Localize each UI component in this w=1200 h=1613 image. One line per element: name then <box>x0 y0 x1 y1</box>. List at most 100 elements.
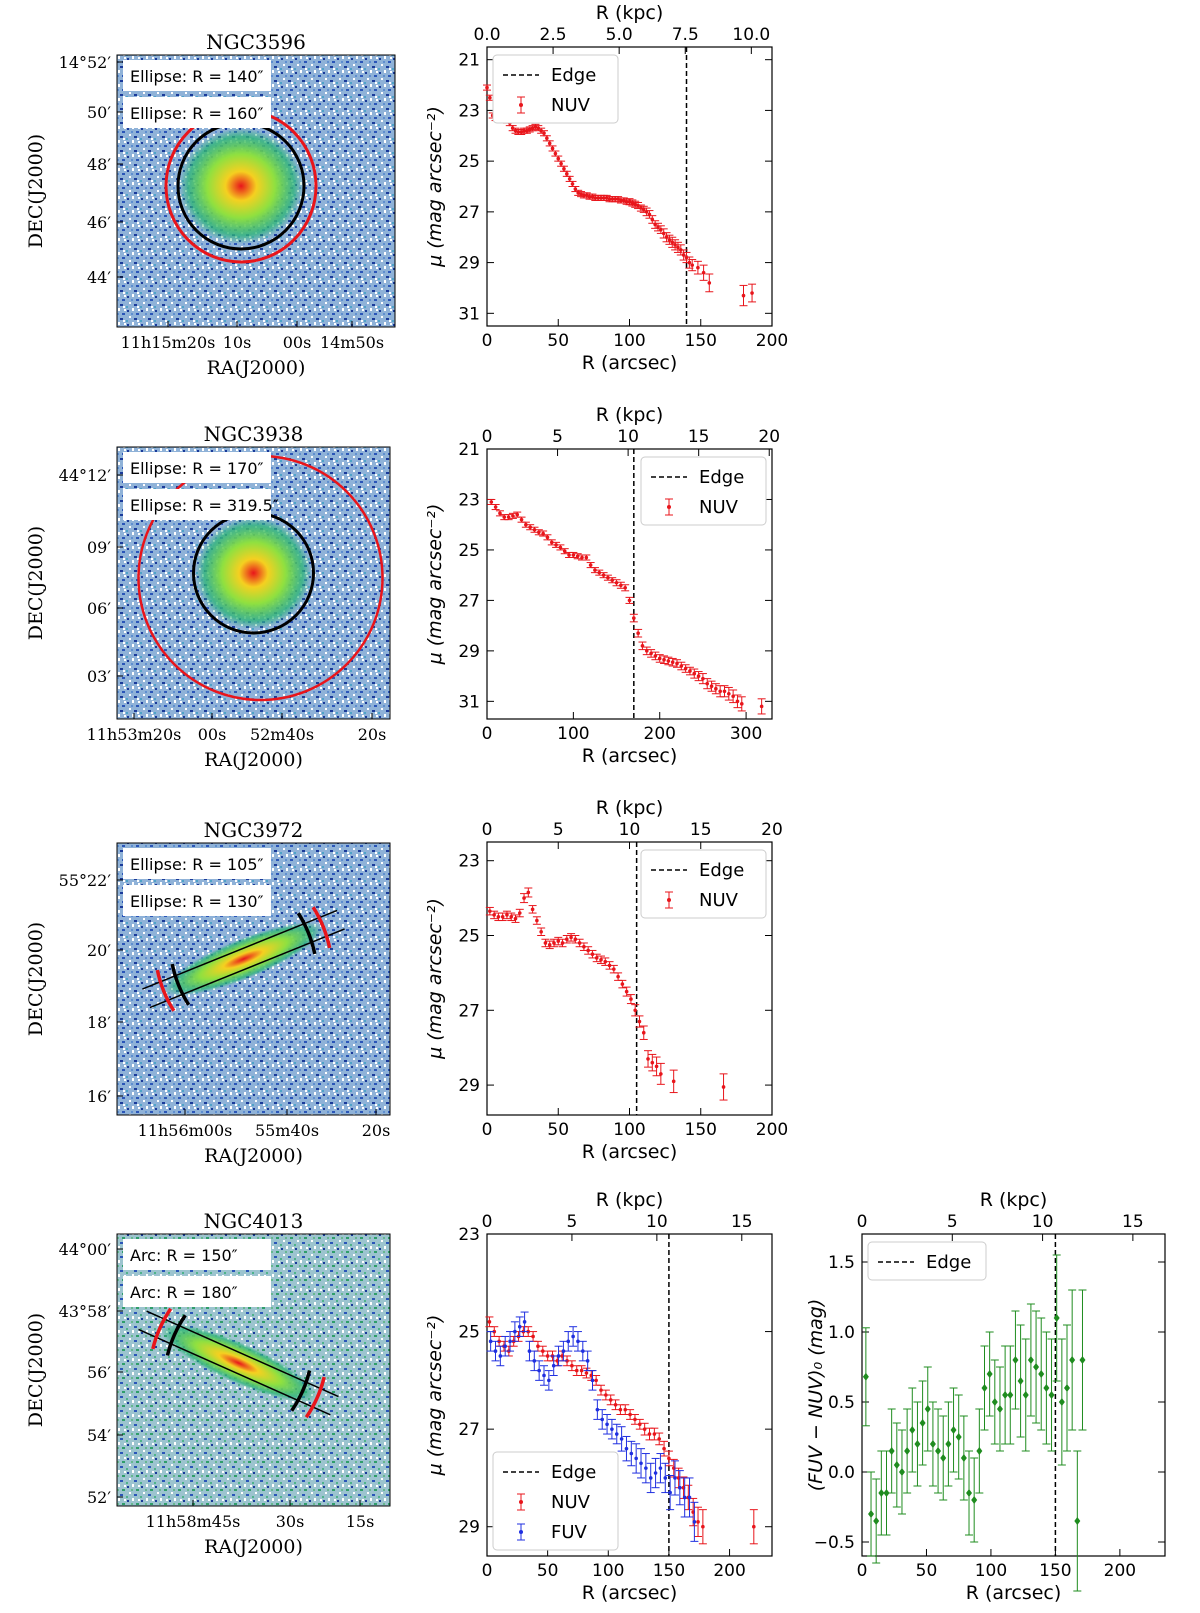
galaxy-image-panel: Ellipse: R = 170″ Ellipse: R = 319.5″ NGC3… <box>25 422 391 771</box>
data-point <box>893 1461 900 1469</box>
dec-tick-label: 44°12′ <box>59 466 112 485</box>
data-point <box>554 543 558 547</box>
ra-tick-label: 11h15m20s <box>121 333 216 352</box>
data-point <box>567 177 572 181</box>
data-point <box>628 1412 632 1417</box>
galaxy-image-panel: Arc: R = 150″ Arc: R = 180″ NGC4013 44°00′ 4… <box>25 1209 391 1558</box>
dec-tick-label: 43°58′ <box>59 1302 112 1321</box>
plot-frame <box>861 1233 1166 1557</box>
kpc-tick-label: 15 <box>731 1212 753 1232</box>
dec-axis-label: DEC(J2000) <box>25 134 47 248</box>
y-axis-label: μ (mag arcsec⁻²) <box>424 1315 446 1477</box>
data-point <box>666 659 671 663</box>
kpc-tick-label: 10.0 <box>732 25 770 45</box>
kpc-axis-label: R (kpc) <box>980 1189 1048 1211</box>
data-point <box>639 206 643 210</box>
data-point <box>584 1371 589 1375</box>
data-point <box>519 517 524 522</box>
legend-box <box>640 849 767 919</box>
y-tick-label: 29 <box>458 254 480 274</box>
data-point <box>599 196 603 200</box>
data-point <box>662 657 666 662</box>
ra-axis-label: RA(J2000) <box>204 749 303 771</box>
y-tick-label: 0.5 <box>828 1393 855 1413</box>
data-point <box>593 568 597 572</box>
kpc-axis-label: R (kpc) <box>596 2 664 24</box>
ra-tick-label: 15s <box>346 1512 375 1531</box>
kpc-tick-label: 10 <box>1032 1212 1054 1232</box>
data-point <box>553 151 558 156</box>
data-point <box>632 616 636 620</box>
ra-tick-label: 20s <box>358 725 387 744</box>
data-point <box>607 963 612 968</box>
y-axis-label: μ (mag arcsec⁻²) <box>424 106 446 268</box>
y-tick-label: 21 <box>458 51 480 71</box>
data-point <box>596 196 600 200</box>
inner-label-box <box>123 452 271 483</box>
data-point <box>517 911 522 915</box>
data-point <box>996 1405 1003 1413</box>
data-point <box>588 563 593 567</box>
legend-box <box>492 1451 619 1551</box>
data-point <box>532 527 537 532</box>
data-point <box>599 1388 603 1392</box>
data-point <box>570 1363 574 1368</box>
data-point <box>487 1320 492 1324</box>
ra-axis-label: RA(J2000) <box>204 1536 303 1558</box>
data-point <box>582 944 586 949</box>
data-point <box>986 1370 993 1378</box>
data-point <box>701 1524 705 1529</box>
data-point <box>556 1354 561 1358</box>
data-point <box>636 631 640 636</box>
legend-box <box>492 54 619 124</box>
inner-label-box <box>123 60 271 91</box>
kpc-tick-label: 20 <box>761 820 783 840</box>
data-point <box>545 136 549 141</box>
data-point <box>570 182 575 186</box>
ra-tick-label: 14m50s <box>320 333 384 352</box>
data-point <box>624 1446 629 1451</box>
data-point <box>559 161 563 166</box>
data-point <box>503 1344 507 1349</box>
data-point <box>582 193 586 198</box>
data-point <box>543 941 548 945</box>
data-point <box>639 1461 643 1466</box>
data-point <box>909 1426 916 1434</box>
dec-tick-label: 55°22′ <box>59 871 112 890</box>
ra-tick-label: 11h53m20s <box>87 725 182 744</box>
ra-tick-label: 00s <box>198 725 227 744</box>
inner-label: Ellipse: R = 140″ <box>130 67 263 86</box>
data-point <box>659 1072 663 1076</box>
data-point <box>502 515 507 519</box>
y-tick-label: 25 <box>458 926 480 946</box>
data-point <box>530 907 535 912</box>
data-point <box>663 1476 668 1480</box>
galaxy-name: NGC4013 <box>204 1209 304 1233</box>
data-point <box>636 203 640 208</box>
data-point <box>692 1520 697 1524</box>
galaxy-disk <box>164 922 323 996</box>
data-point <box>562 166 566 171</box>
data-point <box>1064 1384 1071 1392</box>
legend-label: NUV <box>699 497 739 518</box>
data-point <box>878 1489 885 1497</box>
y-tick-label: 29 <box>458 1518 480 1538</box>
data-point <box>634 1456 638 1461</box>
data-point <box>522 128 526 133</box>
data-point <box>536 1344 540 1349</box>
y-tick-label: 29 <box>458 642 480 662</box>
arc-marker <box>155 969 176 1012</box>
data-point <box>619 198 623 203</box>
data-point <box>630 201 635 205</box>
legend-point <box>519 103 523 107</box>
dec-axis-label: DEC(J2000) <box>25 526 47 640</box>
data-point <box>524 522 528 527</box>
data-point <box>696 674 701 678</box>
x-tick-label: 0 <box>482 331 493 351</box>
kpc-tick-label: 10 <box>619 820 641 840</box>
y-tick-label: 31 <box>458 304 480 324</box>
data-point <box>603 959 608 964</box>
data-point <box>540 1349 545 1353</box>
galaxy-name: NGC3972 <box>204 818 304 842</box>
